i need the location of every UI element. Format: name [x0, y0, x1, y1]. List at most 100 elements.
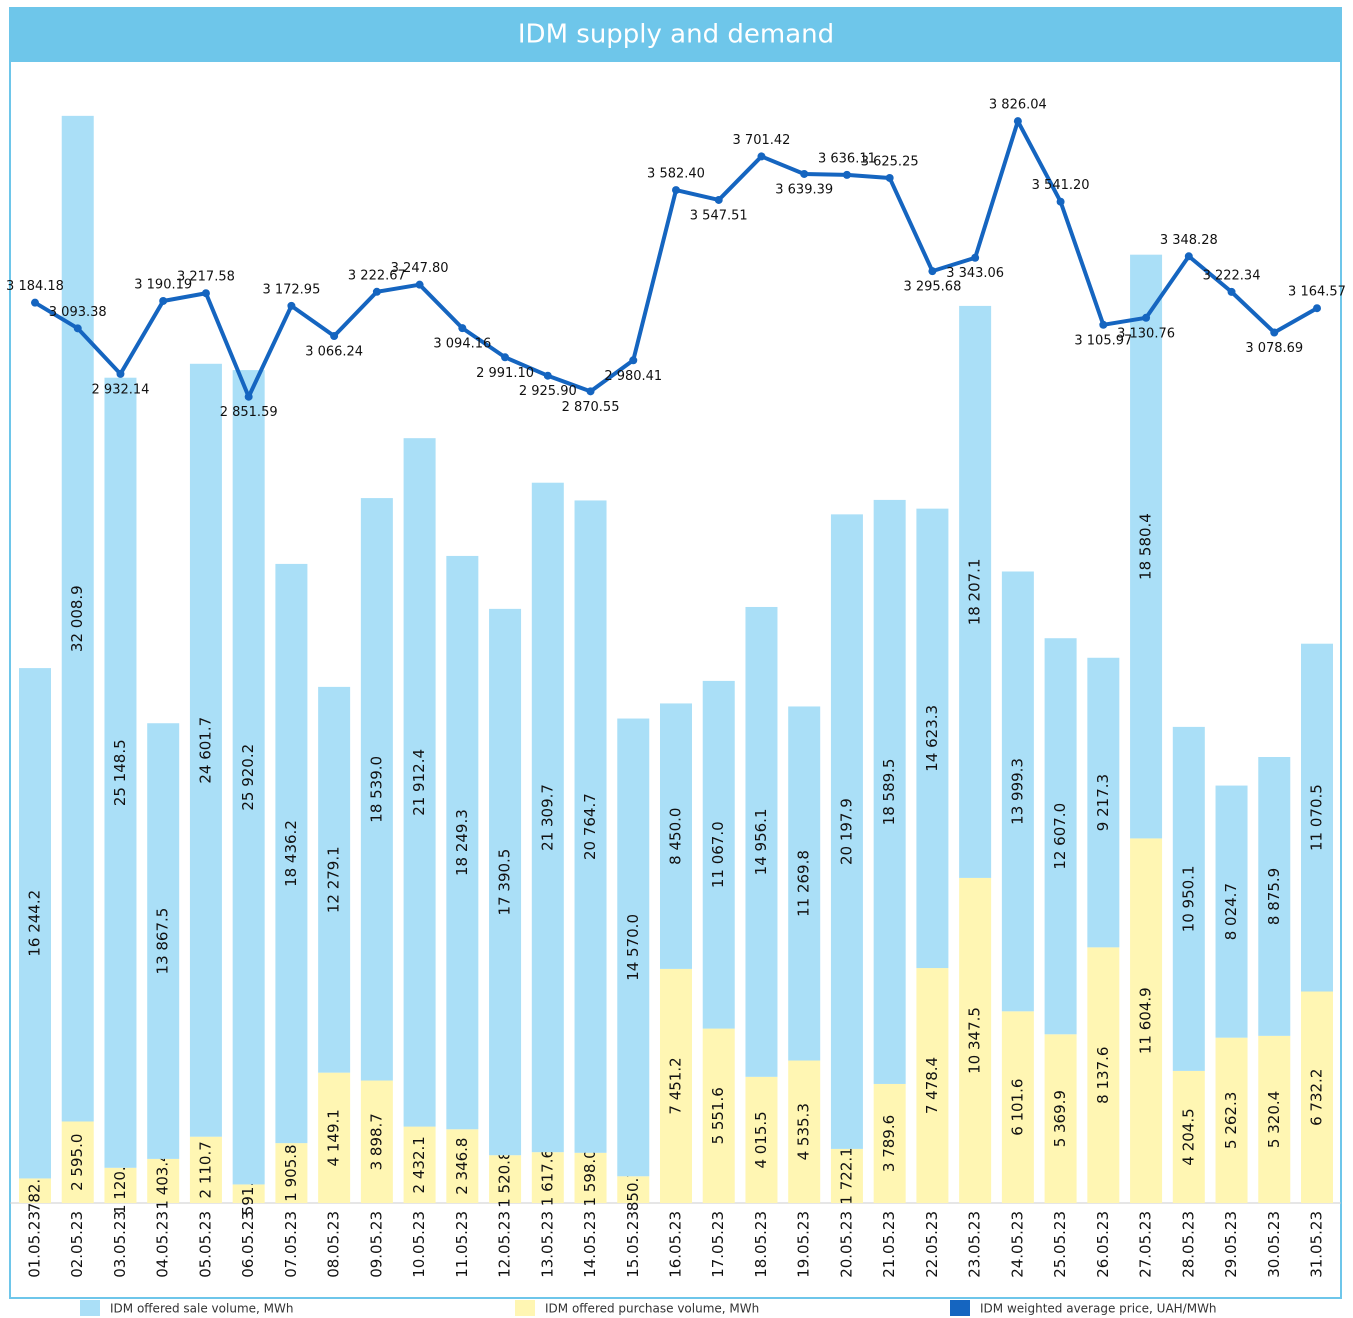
value-label: 10 950.1 — [1179, 866, 1197, 933]
x-tick-label: 19.05.23 — [795, 1211, 813, 1278]
bar-segment — [660, 703, 692, 969]
price-label: 3 636.11 — [818, 151, 876, 166]
value-label: 16 244.2 — [26, 890, 44, 957]
bar-segment — [1172, 726, 1205, 1071]
bar-segment — [873, 1083, 906, 1203]
bar-segment — [873, 499, 906, 1084]
value-label: 21 309.7 — [538, 784, 556, 851]
bar-segment — [1172, 1070, 1205, 1203]
bar-segment — [959, 305, 992, 878]
value-label: 8 450.0 — [667, 808, 685, 865]
x-tick-label: 08.05.23 — [325, 1211, 343, 1278]
x-tick-label: 21.05.23 — [880, 1211, 898, 1278]
bar-segment — [147, 723, 180, 1159]
price-point — [586, 387, 595, 396]
x-tick-label: 25.05.23 — [1051, 1211, 1069, 1278]
price-label: 3 217.58 — [177, 270, 235, 285]
price-label: 3 625.25 — [861, 154, 919, 169]
bar-segment — [489, 1155, 522, 1203]
x-tick-label: 11.05.23 — [453, 1211, 471, 1278]
price-label: 3 190.19 — [134, 277, 192, 292]
value-label: 6 732.2 — [1308, 1069, 1326, 1126]
price-label: 2 991.10 — [476, 366, 534, 381]
value-label: 24 601.7 — [196, 717, 214, 784]
bar-segment — [446, 555, 479, 1130]
value-label: 18 249.3 — [453, 809, 471, 876]
bar-segment — [1301, 643, 1333, 992]
price-label: 3 582.40 — [647, 167, 705, 182]
legend-label: IDM offered sale volume, MWh — [110, 1302, 293, 1316]
price-label: 2 851.59 — [220, 405, 278, 420]
value-label: 5 551.6 — [709, 1087, 727, 1144]
bar-segment — [916, 968, 949, 1203]
bar-segment — [403, 1126, 436, 1203]
bar-segment — [745, 1076, 778, 1203]
price-label: 3 130.76 — [1117, 326, 1175, 341]
value-label: 4 535.3 — [795, 1103, 813, 1160]
value-label: 2 432.1 — [410, 1136, 428, 1193]
value-label: 18 589.5 — [880, 759, 898, 826]
value-label: 11 067.0 — [709, 821, 727, 888]
value-label: 32 008.9 — [68, 585, 86, 652]
price-line — [33, 119, 1318, 399]
value-label: 3 789.6 — [880, 1115, 898, 1172]
bar-segment — [275, 563, 308, 1144]
price-point — [1184, 252, 1193, 261]
price-point — [1270, 328, 1279, 337]
x-tick-label: 26.05.23 — [1094, 1211, 1112, 1278]
price-point — [201, 289, 210, 298]
value-label: 8 875.9 — [1265, 868, 1283, 925]
value-label: 11 070.5 — [1308, 784, 1326, 851]
price-point — [928, 267, 937, 276]
value-label: 4 149.1 — [325, 1109, 343, 1166]
value-label: 13 999.3 — [1008, 758, 1026, 825]
value-label: 2 110.7 — [196, 1141, 214, 1198]
bar-segment — [1044, 1034, 1077, 1203]
x-tick-label: 12.05.23 — [496, 1211, 514, 1278]
value-label: 18 580.4 — [1137, 513, 1155, 580]
price-point — [757, 152, 766, 161]
value-label: 14 956.1 — [752, 809, 770, 876]
bar-segment — [61, 115, 94, 1122]
x-tick-label: 06.05.23 — [239, 1211, 257, 1278]
bar-segment — [702, 1028, 735, 1203]
bar-segment — [489, 608, 522, 1156]
bar-segment — [830, 514, 863, 1149]
bar-segment — [617, 718, 650, 1177]
value-label: 1 617.6 — [538, 1149, 556, 1206]
x-tick-label: 20.05.23 — [837, 1211, 855, 1278]
price-point — [244, 392, 253, 401]
bar-segment — [1258, 1035, 1291, 1203]
price-label: 3 639.39 — [775, 182, 833, 197]
value-label: 1 403.4 — [154, 1152, 172, 1209]
value-label: 4 204.5 — [1179, 1108, 1197, 1165]
price-label: 3 078.69 — [1245, 341, 1303, 356]
legend-swatch — [950, 1300, 970, 1316]
value-label: 14 623.3 — [923, 705, 941, 772]
price-point — [1099, 320, 1108, 329]
price-point — [714, 195, 723, 204]
x-tick-label: 16.05.23 — [667, 1211, 685, 1278]
bar-segment — [1087, 657, 1120, 948]
bar-segment — [1044, 638, 1077, 1035]
value-label: 12 607.0 — [1051, 803, 1069, 870]
price-label: 3 295.68 — [903, 280, 961, 295]
x-tick-label: 28.05.23 — [1179, 1211, 1197, 1278]
bar-segment — [916, 508, 949, 969]
legend-label: IDM offered purchase volume, MWh — [545, 1302, 759, 1316]
bar-segment — [318, 686, 351, 1073]
bar-segment — [104, 377, 137, 1168]
price-point — [800, 169, 809, 178]
price-point — [1313, 304, 1321, 313]
value-label: 13 867.5 — [154, 908, 172, 975]
price-label: 3 094.16 — [433, 337, 491, 352]
value-label: 1 598.0 — [581, 1149, 599, 1206]
price-point — [543, 371, 552, 380]
price-label: 3 184.18 — [6, 279, 64, 294]
value-label: 782.2 — [26, 1169, 44, 1212]
bar-segment — [1001, 571, 1034, 1012]
bar-segment — [446, 1129, 479, 1203]
value-label: 2 346.8 — [453, 1138, 471, 1195]
value-label: 5 320.4 — [1265, 1091, 1283, 1148]
